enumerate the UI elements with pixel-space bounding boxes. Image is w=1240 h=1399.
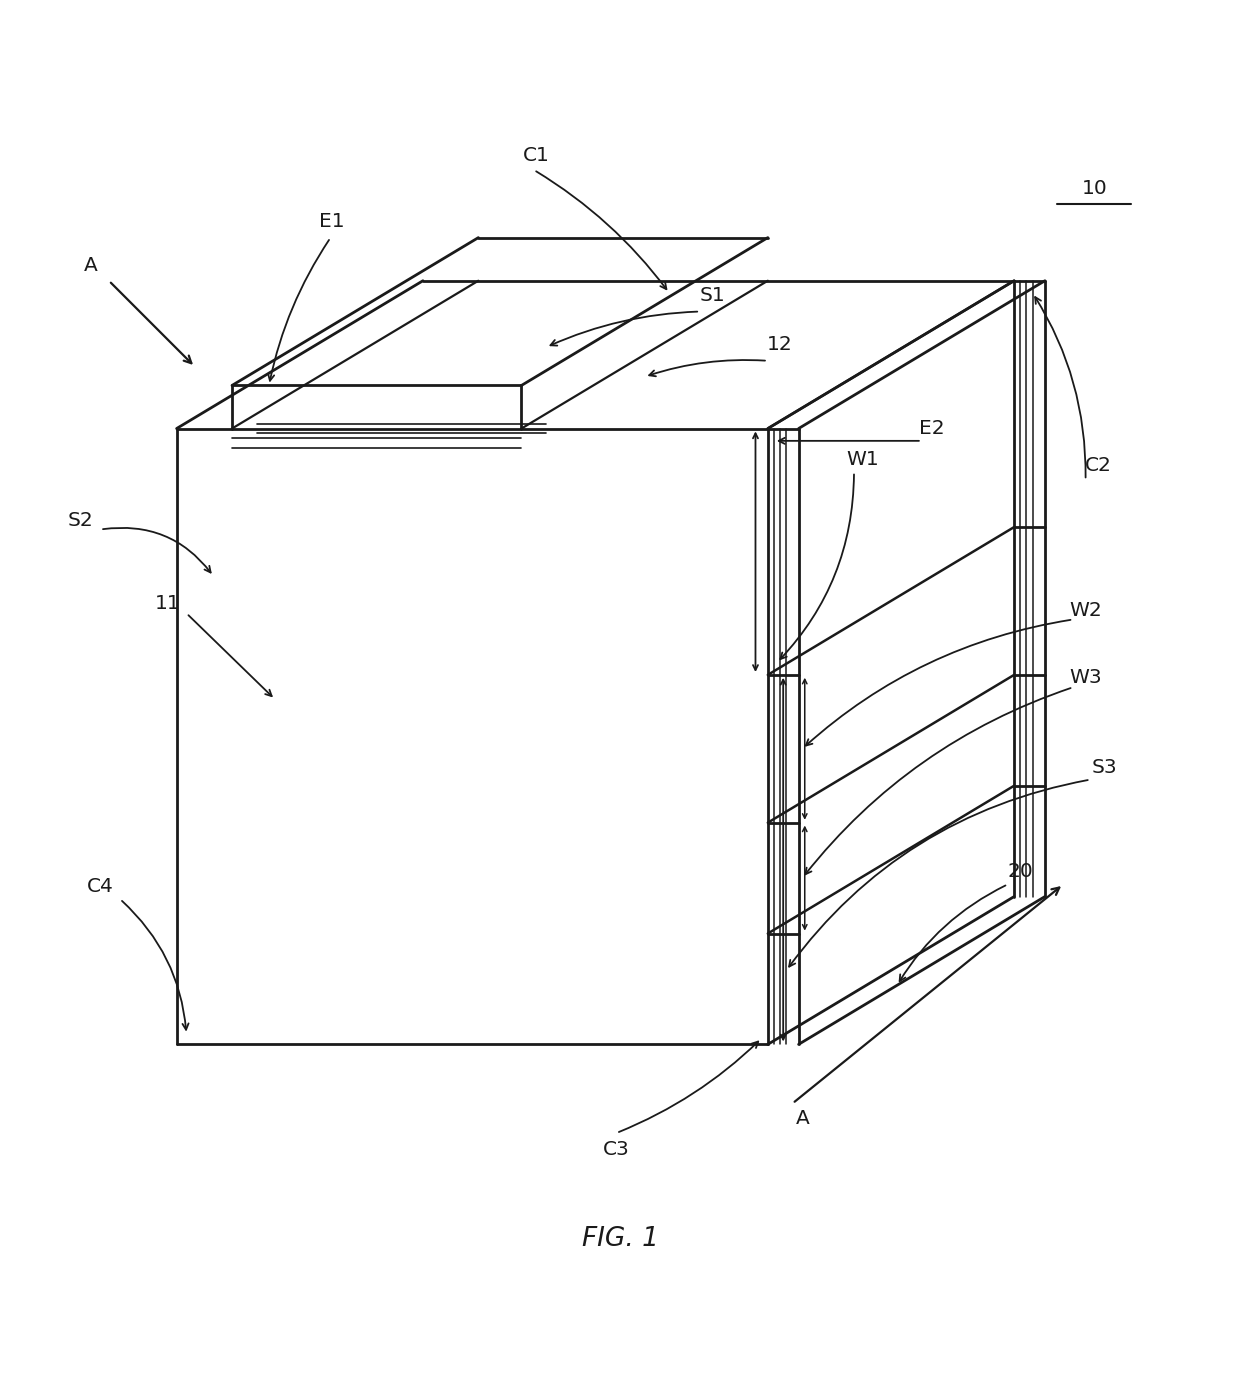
Text: 10: 10 <box>1081 179 1107 197</box>
Text: W1: W1 <box>846 450 879 469</box>
Text: W3: W3 <box>1069 667 1102 687</box>
Text: 11: 11 <box>155 595 181 613</box>
Text: S2: S2 <box>68 512 93 530</box>
Text: 12: 12 <box>768 336 794 354</box>
Text: S3: S3 <box>1091 758 1117 776</box>
Text: S1: S1 <box>699 285 725 305</box>
Text: A: A <box>83 256 97 276</box>
Text: C2: C2 <box>1085 456 1111 476</box>
Text: 20: 20 <box>1007 862 1033 881</box>
Text: C3: C3 <box>603 1140 630 1158</box>
Text: A: A <box>795 1109 810 1128</box>
Text: W2: W2 <box>1069 602 1102 620</box>
Text: FIG. 1: FIG. 1 <box>582 1226 658 1252</box>
Text: E2: E2 <box>919 420 945 438</box>
Text: C1: C1 <box>523 145 549 165</box>
Text: E1: E1 <box>319 213 345 231</box>
Text: C4: C4 <box>87 877 114 897</box>
